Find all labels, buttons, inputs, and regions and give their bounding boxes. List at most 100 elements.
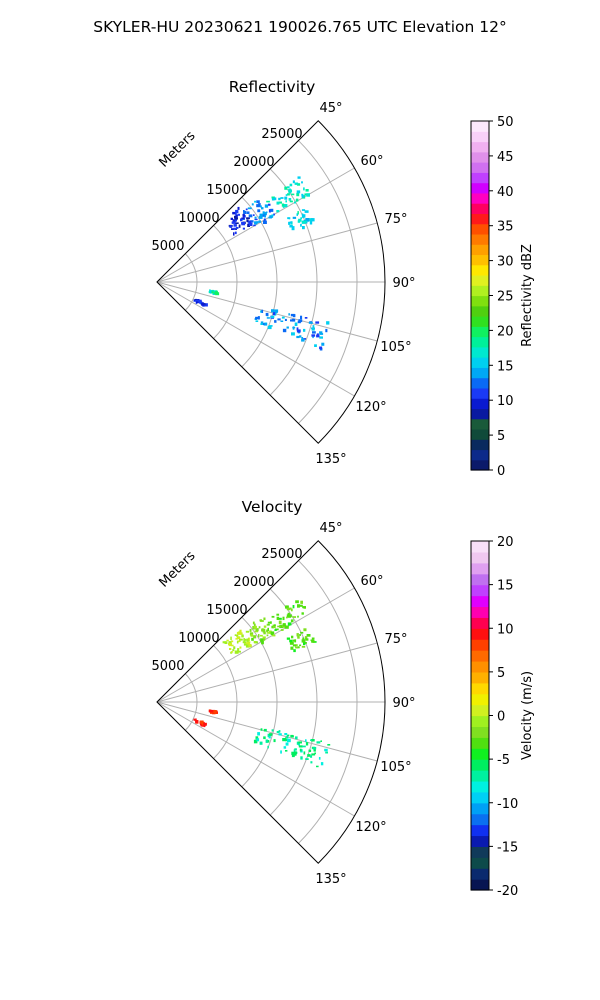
echo-gate xyxy=(263,638,266,641)
echo-gate xyxy=(267,621,271,624)
echo-gate xyxy=(262,636,266,639)
echo-gate xyxy=(255,320,259,322)
echo-gate xyxy=(289,200,293,203)
echo-gate xyxy=(222,641,226,644)
echo-gate xyxy=(300,756,303,760)
echo-gate xyxy=(296,198,299,202)
azimuth-spoke xyxy=(156,167,355,283)
echo-gate xyxy=(287,612,290,615)
echo-gate xyxy=(276,613,280,616)
echo-gate xyxy=(263,625,267,628)
colorbar-segment xyxy=(471,326,489,338)
echo-gate xyxy=(230,636,232,641)
echo-gate xyxy=(229,648,232,650)
echo-gate xyxy=(263,212,267,216)
echo-gate xyxy=(257,209,261,213)
echo-gate xyxy=(288,313,290,316)
echo-gate xyxy=(300,315,303,320)
echo-gate xyxy=(261,640,264,645)
echo-gate xyxy=(233,224,237,227)
echo-gate xyxy=(295,600,299,604)
colorbar-segment xyxy=(471,285,489,297)
echo-gate xyxy=(327,744,331,746)
reflectivity-range-tick-label: 20000 xyxy=(233,155,274,170)
velocity-azimuth-tick-label: 60° xyxy=(360,574,383,589)
echo-gate xyxy=(243,639,247,641)
echo-gate xyxy=(290,734,294,738)
echo-gate xyxy=(288,221,291,225)
echo-gate xyxy=(266,317,270,319)
echo-gate xyxy=(301,338,305,342)
colorbar-tick-label: 10 xyxy=(497,394,514,409)
echo-gate xyxy=(243,210,245,212)
echo-gate xyxy=(274,320,277,323)
echo-gate xyxy=(270,208,274,212)
echo-gate xyxy=(254,218,258,221)
colorbar-tick-label: 0 xyxy=(497,710,505,725)
echo-gate xyxy=(285,739,289,742)
echo-gate xyxy=(304,193,308,196)
echo-gate xyxy=(273,739,276,743)
reflectivity-azimuth-tick-label: 105° xyxy=(380,340,411,355)
echo-gate xyxy=(235,209,239,214)
echo-gate xyxy=(295,646,299,649)
echo-gate xyxy=(232,219,237,222)
colorbar-segment xyxy=(471,791,489,804)
echo-gate xyxy=(311,753,316,756)
echo-gate xyxy=(311,637,315,640)
echo-gate xyxy=(289,183,293,187)
echo-gate xyxy=(233,646,236,650)
echo-gate xyxy=(231,228,234,230)
echo-gate xyxy=(234,215,238,219)
colorbar-segment xyxy=(471,367,489,379)
echo-gate xyxy=(266,623,269,626)
echo-gate xyxy=(270,632,273,635)
echo-gate xyxy=(282,206,285,208)
echo-gate xyxy=(280,197,284,199)
reflectivity-range-tick-label: 5000 xyxy=(151,239,184,254)
echo-gate xyxy=(229,225,233,228)
colorbar-segment xyxy=(471,671,489,684)
echo-gate xyxy=(310,739,312,741)
echo-gate xyxy=(304,210,309,213)
echo-gate xyxy=(230,217,233,220)
echo-gate xyxy=(283,204,288,208)
echo-gate xyxy=(278,197,281,201)
colorbar-segment xyxy=(471,650,489,662)
echo-gate xyxy=(195,718,197,721)
echo-gate xyxy=(319,346,323,350)
echo-gate xyxy=(271,634,276,637)
echo-gate xyxy=(307,219,310,222)
colorbar-segment xyxy=(471,748,489,760)
echo-gate xyxy=(257,732,260,736)
echo-gate xyxy=(259,213,263,217)
echo-gate xyxy=(310,761,313,764)
echo-gate xyxy=(326,321,330,325)
echo-gate xyxy=(294,748,297,751)
echo-gate xyxy=(294,753,297,756)
echo-gate xyxy=(303,751,306,755)
echo-gate xyxy=(242,213,245,217)
echo-gate xyxy=(255,736,259,740)
colorbar-segment xyxy=(471,244,489,256)
echo-gate xyxy=(312,325,315,328)
velocity-echoes xyxy=(193,600,331,768)
echo-gate xyxy=(285,742,289,746)
velocity-range-axis-label: Meters xyxy=(157,548,199,590)
echo-gate xyxy=(260,638,264,642)
echo-gate xyxy=(319,347,323,351)
echo-gate xyxy=(273,213,275,216)
velocity-colorbar-label: Velocity (m/s) xyxy=(520,671,535,760)
echo-gate xyxy=(300,217,303,220)
echo-gate xyxy=(301,214,304,218)
reflectivity-sector-frame xyxy=(156,120,386,444)
echo-gate xyxy=(276,616,280,620)
colorbar-tick-label: 40 xyxy=(497,185,514,200)
echo-gate xyxy=(290,646,294,650)
echo-gate xyxy=(271,309,275,313)
echo-gate xyxy=(290,313,295,317)
echo-gate xyxy=(263,322,268,326)
echo-gate xyxy=(231,640,234,643)
echo-gate xyxy=(278,201,282,204)
echo-gate xyxy=(297,604,300,608)
